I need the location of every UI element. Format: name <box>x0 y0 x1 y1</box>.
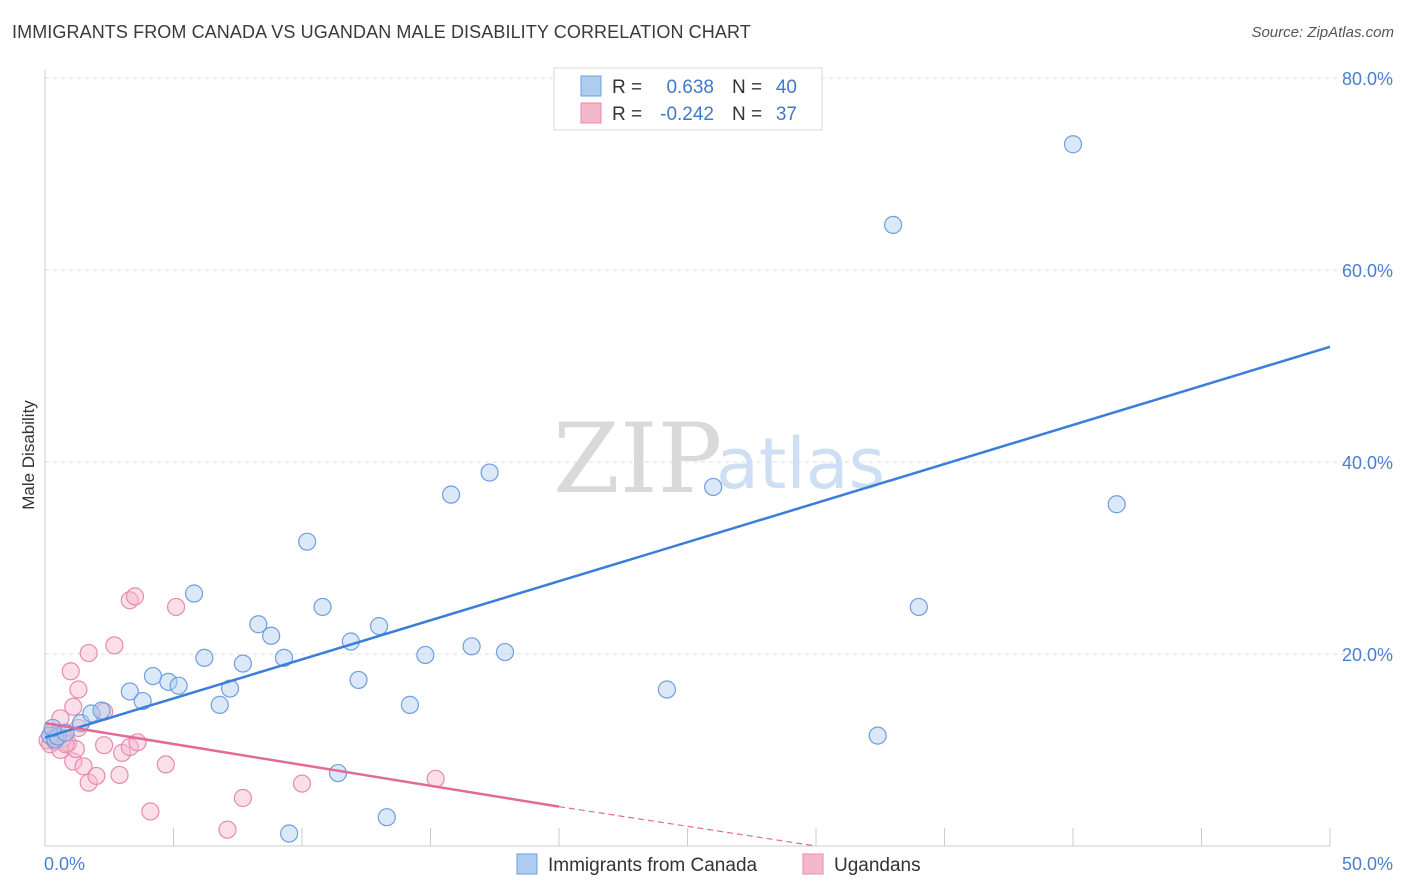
x-ticks <box>173 828 1331 846</box>
point-immigrants-from-canada <box>169 676 188 695</box>
point-ugandans <box>156 755 175 774</box>
point-immigrants-from-canada <box>495 642 515 662</box>
point-immigrants-from-canada <box>400 695 420 714</box>
point-immigrants-from-canada <box>480 463 499 482</box>
point-immigrants-from-canada <box>657 680 677 699</box>
point-immigrants-from-canada <box>370 617 389 636</box>
point-ugandans <box>64 697 83 716</box>
point-immigrants-from-canada <box>210 695 229 714</box>
point-immigrants-from-canada <box>883 215 903 234</box>
point-immigrants-from-canada <box>195 648 214 667</box>
point-immigrants-from-canada <box>868 726 887 745</box>
stats-blue-r-value: 0.638 <box>666 77 714 98</box>
point-ugandans <box>61 662 80 681</box>
trend-line-ugandans-extension <box>558 806 817 847</box>
point-ugandans <box>125 587 145 606</box>
chart-title: IMMIGRANTS FROM CANADA VS UGANDAN MALE D… <box>12 22 751 42</box>
point-ugandans <box>105 636 124 655</box>
legend: Immigrants from Canada Ugandans <box>516 853 921 876</box>
watermark-zip: ZIP <box>553 403 722 515</box>
legend-swatch-immigrants-from-canada <box>516 853 538 875</box>
legend-label-immigrants-from-canada: Immigrants from Canada <box>548 855 758 876</box>
point-immigrants-from-canada <box>280 824 299 843</box>
stats-box: R = 0.638 N = 40 R = -0.242 N = 37 <box>553 67 823 131</box>
legend-swatch-ugandans <box>802 853 824 875</box>
point-immigrants-from-canada <box>1063 135 1083 154</box>
stats-pink-n-label: N = <box>732 104 762 125</box>
point-ugandans <box>218 820 237 839</box>
stats-blue-n-value: 40 <box>776 77 797 98</box>
stats-swatch-pink <box>580 102 602 124</box>
y-tick-label-40: 40.0% <box>1342 453 1393 473</box>
point-immigrants-from-canada <box>274 648 294 667</box>
point-ugandans <box>74 757 93 776</box>
point-immigrants-from-canada <box>349 670 368 690</box>
y-tick-labels: 20.0% 40.0% 60.0% 80.0% <box>1342 69 1393 665</box>
trend-line-ugandans <box>44 721 560 808</box>
point-ugandans <box>51 740 70 760</box>
point-immigrants-from-canada <box>184 584 204 603</box>
y-tick-label-80: 80.0% <box>1342 69 1393 89</box>
stats-pink-r-label: R = <box>612 104 642 125</box>
point-immigrants-from-canada <box>462 637 481 656</box>
y-axis-label: Male Disability <box>19 400 38 510</box>
point-ugandans <box>95 736 114 755</box>
point-ugandans <box>66 739 85 759</box>
legend-label-ugandans: Ugandans <box>834 855 921 876</box>
stats-pink-r-value: -0.242 <box>660 104 714 125</box>
point-immigrants-from-canada <box>313 597 332 617</box>
point-immigrants-from-canada <box>233 654 252 673</box>
y-tick-label-20: 20.0% <box>1342 645 1393 665</box>
point-immigrants-from-canada <box>328 763 348 783</box>
point-ugandans <box>166 597 186 617</box>
source-label: Source: ZipAtlas.com <box>1251 24 1394 41</box>
point-immigrants-from-canada <box>377 808 396 827</box>
y-tick-label-60: 60.0% <box>1342 261 1393 281</box>
gridlines <box>45 77 1390 655</box>
point-ugandans <box>79 773 98 792</box>
point-immigrants-from-canada <box>159 672 178 691</box>
point-ugandans <box>141 802 160 821</box>
point-ugandans <box>110 765 129 785</box>
point-immigrants-from-canada <box>249 615 268 634</box>
point-immigrants-from-canada <box>298 532 317 551</box>
point-ugandans <box>69 680 88 699</box>
trend-line-immigrants-from-canada <box>44 345 1331 739</box>
stats-pink-n-value: 37 <box>776 104 797 125</box>
point-immigrants-from-canada <box>416 645 435 665</box>
stats-swatch-blue <box>580 75 602 97</box>
x-tick-label-min: 0.0% <box>44 854 85 874</box>
point-immigrants-from-canada <box>704 477 723 497</box>
watermark-atlas: atlas <box>716 423 885 505</box>
point-immigrants-from-canada <box>143 666 163 686</box>
point-immigrants-from-canada <box>82 704 101 723</box>
point-immigrants-from-canada <box>120 682 139 701</box>
point-immigrants-from-canada <box>92 701 111 720</box>
stats-blue-n-label: N = <box>732 77 762 98</box>
point-immigrants-from-canada <box>909 597 928 617</box>
stats-blue-r-label: R = <box>612 77 642 98</box>
point-immigrants-from-canada <box>441 485 461 504</box>
trend-lines <box>44 345 1331 847</box>
point-immigrants-from-canada <box>1107 495 1126 514</box>
point-ugandans <box>233 788 252 808</box>
point-immigrants-from-canada <box>262 626 281 645</box>
x-tick-label-max: 50.0% <box>1342 854 1393 874</box>
point-ugandans <box>87 766 106 786</box>
point-ugandans <box>79 643 98 663</box>
point-ugandans <box>292 774 312 793</box>
